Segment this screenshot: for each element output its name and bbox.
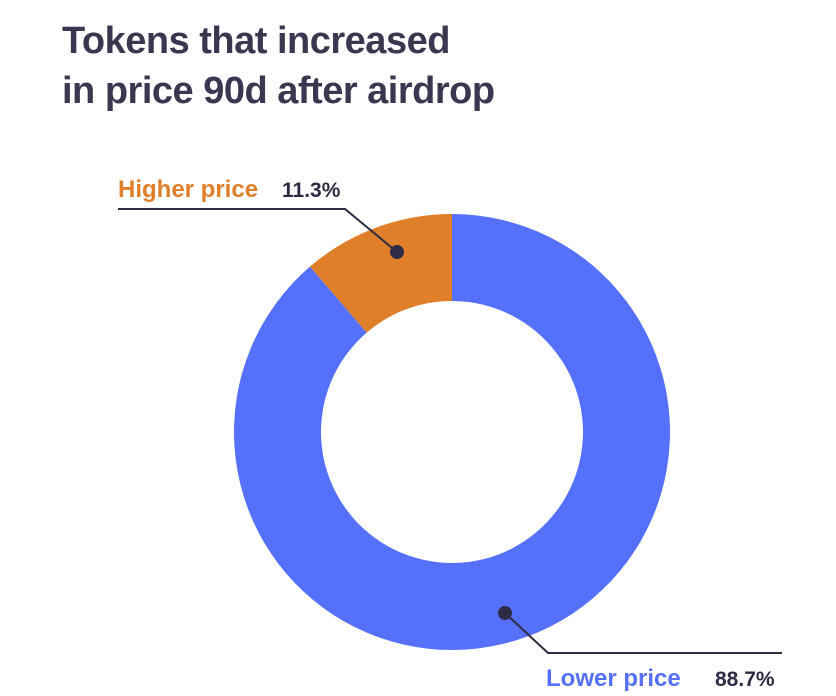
lower-price-label: Lower price: [546, 665, 681, 692]
chart-title-line-2: in price 90d after airdrop: [62, 70, 495, 112]
higher-price-value: 11.3%: [282, 179, 341, 202]
lower-price-leader-line: [504, 612, 782, 654]
slice-higher-price: [309, 214, 452, 333]
higher-price-label: Higher price: [118, 176, 258, 203]
higher-price-marker: [390, 245, 404, 259]
slice-lower-price: [234, 214, 671, 650]
higher-price-leader-line: [118, 208, 398, 253]
lower-price-value: 88.7%: [715, 668, 775, 691]
chart-title-line-1: Tokens that increased: [62, 20, 450, 62]
donut-slices: [234, 214, 671, 650]
lower-price-marker: [498, 606, 512, 620]
lower-price-callout: Lower price 88.7%: [498, 606, 782, 692]
higher-price-callout: Higher price 11.3%: [118, 176, 404, 259]
chart-title: Tokens that increased in price 90d after…: [62, 16, 782, 116]
